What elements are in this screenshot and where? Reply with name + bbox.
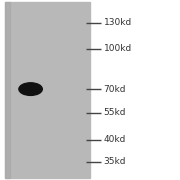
Text: 100kd: 100kd xyxy=(103,44,132,53)
Bar xyxy=(5,2,90,178)
Ellipse shape xyxy=(19,83,42,95)
Text: 130kd: 130kd xyxy=(103,18,132,27)
Text: 55kd: 55kd xyxy=(103,108,126,117)
Text: 40kd: 40kd xyxy=(103,135,126,144)
Bar xyxy=(5,2,10,178)
Text: 70kd: 70kd xyxy=(103,85,126,94)
Text: 35kd: 35kd xyxy=(103,158,126,166)
